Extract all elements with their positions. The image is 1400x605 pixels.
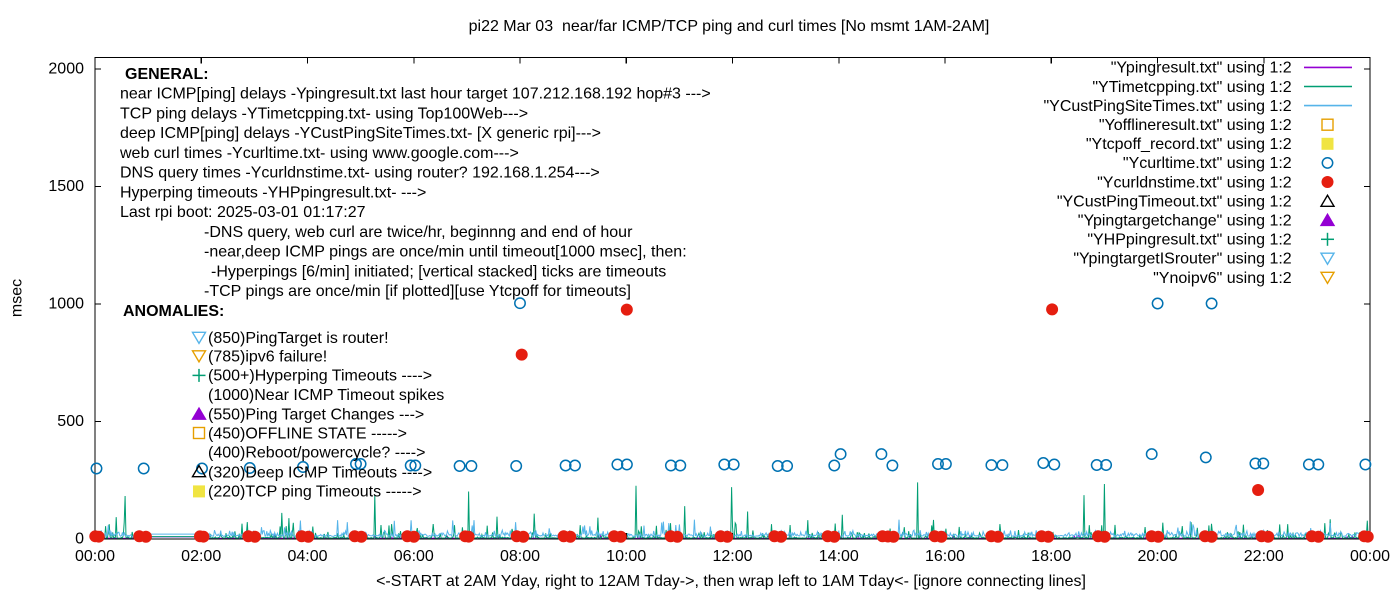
svg-text:pi22 Mar 03 near/far ICMP/TCP: pi22 Mar 03 near/far ICMP/TCP ping and c… [469, 18, 990, 35]
svg-text:GENERAL:: GENERAL: [125, 66, 209, 83]
svg-text:deep ICMP[ping] delays -YCustP: deep ICMP[ping] delays -YCustPingSiteTim… [120, 125, 601, 142]
svg-text:DNS query times -Ycurldnstime.: DNS query times -Ycurldnstime.txt- using… [120, 165, 600, 182]
svg-text:22:00: 22:00 [1244, 548, 1284, 565]
svg-text:msec: msec [9, 279, 26, 317]
svg-text:(550)Ping Target Changes --->: (550)Ping Target Changes ---> [208, 406, 424, 423]
svg-text:"YCustPingSiteTimes.txt" using: "YCustPingSiteTimes.txt" using 1:2 [1043, 98, 1291, 115]
svg-text:10:00: 10:00 [606, 548, 646, 565]
svg-text:"YTimetcpping.txt" using 1:2: "YTimetcpping.txt" using 1:2 [1092, 79, 1291, 96]
svg-text:Hyperping timeouts -YHPpingres: Hyperping timeouts -YHPpingresult.txt- -… [120, 184, 426, 201]
svg-text:"Ytcpoff_record.txt" using 1:2: "Ytcpoff_record.txt" using 1:2 [1086, 136, 1292, 153]
svg-text:(500+)Hyperping Timeouts ---->: (500+)Hyperping Timeouts ----> [208, 368, 432, 385]
svg-text:-Hyperpings [6/min] initiated;: -Hyperpings [6/min] initiated; [vertical… [211, 263, 666, 280]
svg-text:"Ynoipv6" using 1:2: "Ynoipv6" using 1:2 [1153, 270, 1292, 287]
svg-text:04:00: 04:00 [287, 548, 327, 565]
svg-text:"YCustPingTimeout.txt" using 1: "YCustPingTimeout.txt" using 1:2 [1057, 193, 1292, 210]
svg-text:500: 500 [57, 413, 84, 430]
svg-text:1500: 1500 [48, 178, 84, 195]
svg-text:(400)Reboot/powercycle? ---->: (400)Reboot/powercycle? ----> [208, 445, 425, 462]
svg-text:(320)Deep ICMP Timeouts ---->: (320)Deep ICMP Timeouts ----> [208, 464, 432, 481]
svg-text:TCP ping delays -YTimetcpping.: TCP ping delays -YTimetcpping.txt- using… [120, 106, 528, 123]
svg-text:"Ycurltime.txt" using 1:2: "Ycurltime.txt" using 1:2 [1123, 155, 1292, 172]
svg-text:ANOMALIES:: ANOMALIES: [123, 303, 224, 320]
svg-text:-near,deep ICMP pings are once: -near,deep ICMP pings are once/min until… [204, 244, 687, 261]
svg-text:"Ycurldnstime.txt" using 1:2: "Ycurldnstime.txt" using 1:2 [1097, 174, 1292, 191]
svg-text:near ICMP[ping] delays -Ypingr: near ICMP[ping] delays -Ypingresult.txt … [120, 86, 711, 103]
svg-text:1000: 1000 [48, 296, 84, 313]
svg-text:(1000)Near ICMP Timeout spikes: (1000)Near ICMP Timeout spikes [208, 387, 444, 404]
svg-text:00:00: 00:00 [75, 548, 115, 565]
svg-text:2000: 2000 [48, 61, 84, 78]
svg-text:(220)TCP ping Timeouts ----->: (220)TCP ping Timeouts -----> [208, 484, 422, 501]
svg-text:(850)PingTarget is router!: (850)PingTarget is router! [208, 330, 389, 347]
svg-text:<-START at 2AM Yday, right to: <-START at 2AM Yday, right to 12AM Tday-… [376, 573, 1086, 590]
svg-text:18:00: 18:00 [1031, 548, 1071, 565]
svg-text:"Yofflineresult.txt" using 1:2: "Yofflineresult.txt" using 1:2 [1099, 117, 1292, 134]
svg-text:(450)OFFLINE STATE ----->: (450)OFFLINE STATE -----> [208, 425, 407, 442]
svg-text:0: 0 [75, 531, 84, 548]
svg-text:"YHPpingresult.txt" using 1:2: "YHPpingresult.txt" using 1:2 [1087, 232, 1291, 249]
svg-text:00:00: 00:00 [1350, 548, 1390, 565]
svg-text:"YpingtargetISrouter" using 1:: "YpingtargetISrouter" using 1:2 [1073, 251, 1291, 268]
svg-text:02:00: 02:00 [181, 548, 221, 565]
svg-text:-DNS query, web curl are twice: -DNS query, web curl are twice/hr, begin… [204, 224, 633, 241]
svg-text:-TCP pings are once/min [if pl: -TCP pings are once/min [if plotted][use… [204, 283, 631, 300]
svg-text:(785)ipv6 failure!: (785)ipv6 failure! [208, 349, 327, 366]
svg-text:web curl times -Ycurltime.txt-: web curl times -Ycurltime.txt- using www… [119, 145, 519, 162]
svg-text:16:00: 16:00 [925, 548, 965, 565]
svg-text:"Ypingtargetchange" using 1:2: "Ypingtargetchange" using 1:2 [1078, 213, 1292, 230]
svg-text:Last rpi boot: 2025-03-01 01:1: Last rpi boot: 2025-03-01 01:17:27 [120, 204, 366, 221]
svg-text:12:00: 12:00 [712, 548, 752, 565]
svg-text:14:00: 14:00 [819, 548, 859, 565]
svg-text:06:00: 06:00 [394, 548, 434, 565]
svg-text:20:00: 20:00 [1137, 548, 1177, 565]
svg-text:08:00: 08:00 [500, 548, 540, 565]
svg-text:"Ypingresult.txt" using 1:2: "Ypingresult.txt" using 1:2 [1111, 60, 1292, 77]
